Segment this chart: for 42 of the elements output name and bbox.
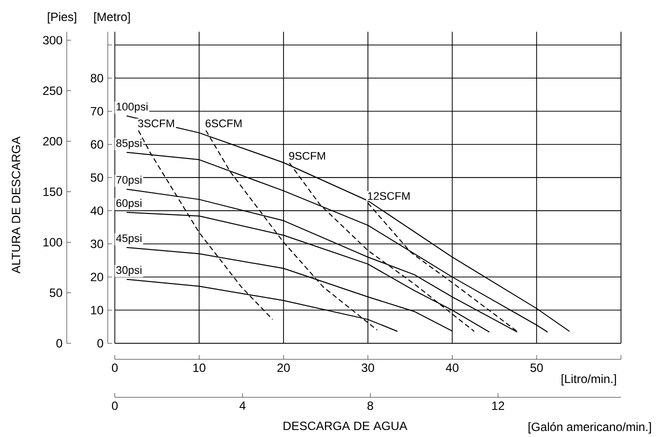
y-tick-label: 40 bbox=[90, 206, 104, 215]
text: DESCARGA DE AGUA bbox=[284, 421, 408, 430]
series-label: 9SCFM bbox=[289, 152, 326, 160]
y2-tick-label: 300 bbox=[43, 36, 62, 44]
x-tick-label: 30 bbox=[362, 363, 374, 372]
y2-tick-label: 100 bbox=[43, 238, 62, 246]
x2-tick-label: 12 bbox=[492, 401, 504, 410]
series-label: 12SCFM bbox=[368, 192, 410, 200]
y-tick-label: 20 bbox=[90, 272, 104, 282]
series-label: 6SCFM bbox=[206, 119, 242, 128]
series-label: 100psi bbox=[116, 102, 148, 112]
series-label: 45psi bbox=[116, 234, 142, 244]
y-tick-label: 50 bbox=[90, 173, 104, 182]
y-axis-title: [Metro] bbox=[94, 12, 130, 24]
x-tick-label: 10 bbox=[193, 363, 206, 372]
y2-tick-label: 0 bbox=[56, 338, 62, 348]
y-tick-label: 60 bbox=[90, 140, 104, 148]
x-tick-label: 0 bbox=[112, 363, 118, 372]
series-label: 30psi bbox=[116, 266, 142, 276]
text: ALTURA DE DESCARGA bbox=[12, 136, 20, 274]
x-axis-title: [Litro/min.] bbox=[562, 374, 616, 386]
x-tick-label: 50 bbox=[530, 363, 543, 372]
y2-tick-label: 250 bbox=[43, 86, 62, 95]
y2-axis-title: [Pies] bbox=[48, 12, 76, 24]
y-tick-label: 10 bbox=[91, 306, 104, 314]
y2-tick-label: 200 bbox=[43, 136, 62, 146]
x-tick-label: 20 bbox=[277, 363, 290, 372]
y-tick-label: 0 bbox=[97, 338, 104, 348]
y-tick-label: 80 bbox=[90, 74, 104, 82]
y2-tick-label: 150 bbox=[43, 187, 62, 196]
y-tick-label: 30 bbox=[90, 239, 104, 248]
series-label: 70psi bbox=[116, 175, 142, 186]
y2-tick-label: 50 bbox=[50, 288, 62, 297]
y-tick-label: 70 bbox=[90, 106, 104, 116]
series-label: 85psi bbox=[116, 138, 142, 149]
x2-tick-label: 8 bbox=[367, 401, 374, 410]
x2-tick-label: 4 bbox=[239, 401, 246, 410]
series-label: 60psi bbox=[116, 198, 142, 209]
x-tick-label: 40 bbox=[446, 363, 458, 372]
x2-tick-label: 0 bbox=[112, 401, 118, 410]
x2-axis-title: [Galón americano/min.] bbox=[528, 422, 651, 434]
series-label: 3SCFM bbox=[138, 119, 174, 128]
